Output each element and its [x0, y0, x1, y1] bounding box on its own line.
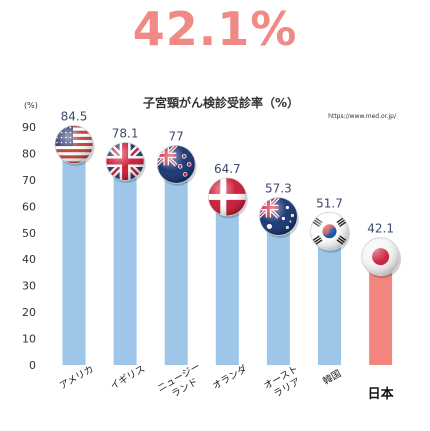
value-label: 64.7 [214, 162, 241, 176]
bar [266, 213, 290, 365]
value-label: 42.1 [367, 222, 394, 236]
y-tick-label: 30 [22, 280, 36, 293]
bar [164, 161, 188, 365]
australia-flag-icon [258, 197, 299, 238]
x-axis-label: 日本 [368, 386, 394, 402]
y-tick-label: 20 [22, 306, 36, 319]
bar [215, 193, 239, 365]
y-tick-label: 0 [29, 359, 36, 372]
bar [369, 253, 393, 365]
headline-value: 42.1% [132, 2, 298, 56]
us-flag-icon [54, 125, 95, 167]
source-url: https://www.med.or.jp/ [328, 113, 397, 120]
bar [318, 228, 341, 365]
y-tick-label: 40 [22, 253, 36, 266]
japan-flag-icon [361, 237, 402, 279]
value-label: 78.1 [112, 126, 139, 140]
value-label: 77 [169, 129, 184, 143]
chart-title: 子宮頸がん検診受診率（%） [143, 95, 299, 110]
y-tick-label: 60 [22, 200, 36, 213]
value-label: 84.5 [61, 110, 88, 124]
x-axis-label: アメリカ [58, 364, 96, 392]
y-tick-label: 80 [22, 147, 36, 160]
y-tick-label: 10 [22, 333, 36, 346]
y-tick-label: 70 [22, 174, 36, 187]
value-label: 57.3 [265, 181, 292, 195]
nz-flag-icon [156, 144, 197, 186]
uk-flag-icon [105, 142, 146, 183]
y-axis-unit: (%) [24, 101, 38, 110]
bar [113, 158, 137, 365]
x-axis-label: 韓国 [321, 368, 343, 387]
bar [62, 141, 86, 365]
y-tick-label: 50 [22, 227, 36, 240]
y-tick-label: 90 [22, 121, 36, 134]
x-axis-label: イギリス [109, 364, 147, 393]
korea-flag-icon [310, 211, 350, 253]
x-axis-label: オランダ [210, 362, 249, 392]
value-label: 51.7 [316, 196, 343, 210]
denmark-flag-icon [207, 177, 248, 219]
